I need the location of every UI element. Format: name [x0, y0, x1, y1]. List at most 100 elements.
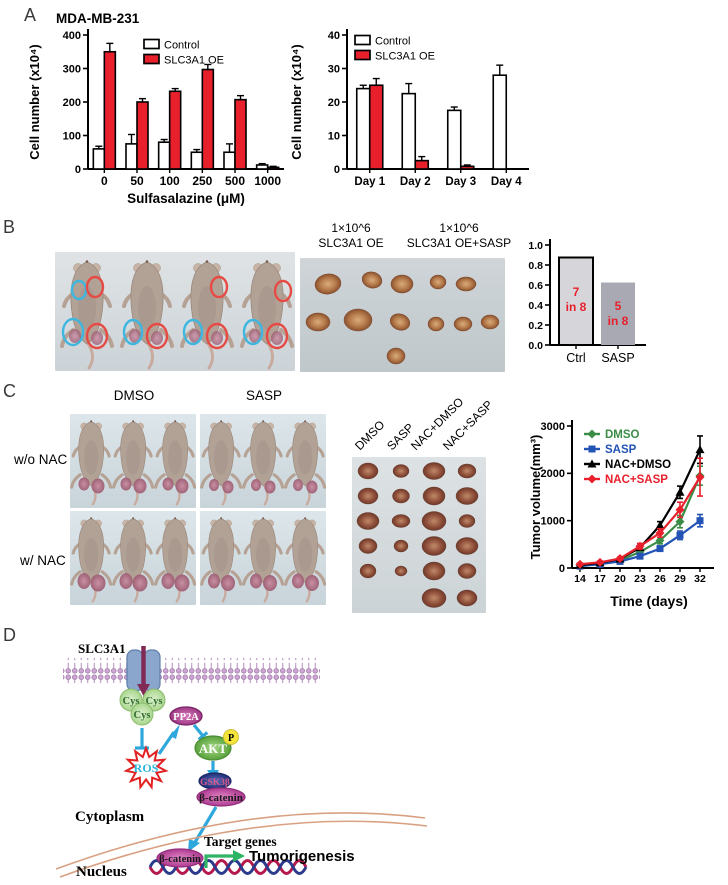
y-tick-label: 1000	[541, 515, 565, 527]
nuclear-envelope	[55, 812, 428, 878]
bar	[414, 159, 430, 170]
x-tick-label: 100	[160, 174, 180, 188]
pathway-diagram: SLC3A1 Cys Cys Cys	[55, 641, 428, 880]
x-tick-label: Day 1	[354, 176, 385, 188]
transcription-arrow	[204, 854, 233, 868]
tumor-group-1-line2: SLC3A1 OE	[318, 236, 384, 250]
bar	[234, 98, 247, 170]
bcatenin-cyto-label: β-catenin	[199, 792, 243, 804]
bcatenin-nuc-label: β-catenin	[159, 854, 201, 865]
bcatenin-cyto-node	[196, 787, 246, 807]
x-tick-label: SASP	[601, 351, 634, 365]
flank-tumors	[208, 573, 319, 591]
x-tick-label: 50	[130, 174, 144, 188]
y-axis-label: Cell number (x10⁴)	[289, 44, 304, 160]
bar	[223, 151, 236, 170]
pp2a-node	[169, 706, 203, 726]
phospho-label: P	[228, 733, 234, 744]
tumor-group-2-line2: SLC3A1 OE+SASP	[406, 236, 512, 250]
panel-a-label: A	[24, 5, 37, 25]
bar	[459, 165, 475, 170]
col-label-sasp: SASP	[245, 388, 283, 403]
excised-tumors-photo-panel-b	[300, 258, 505, 372]
legend-label: SLC3A1 OE	[164, 55, 224, 67]
x-tick-label: 1000	[254, 174, 281, 188]
x-tick-label: 500	[225, 174, 245, 188]
tumor-group-2-line1: 1×10^6	[439, 221, 479, 235]
y-tick-label: 2000	[541, 468, 565, 480]
mice-photo-wo-nac-dmso	[70, 414, 196, 508]
y-tick-label: 30	[328, 63, 340, 75]
mouse-2	[120, 258, 174, 370]
tumor-site-circles	[61, 275, 293, 350]
excised-tumors-photo-panel-c	[352, 457, 486, 613]
chart-c-tumor-volume: 0 1000 2000 3000 14 17 20 23 26 29 32 DMSO SASP NAC+D…	[528, 420, 714, 609]
x-tick-label: Day 4	[491, 176, 522, 188]
cell-membrane	[63, 658, 320, 683]
y-tick-label: 1.0	[528, 240, 543, 252]
slc3a1-channel-icon	[126, 646, 161, 696]
x-axis-label: Sulfasalazine (μM)	[127, 191, 245, 206]
flank-tumors	[78, 477, 189, 494]
bar	[401, 92, 417, 170]
tumor-grid	[356, 462, 479, 608]
arrowhead-ros-pp2a	[170, 724, 180, 739]
bar-inner-label: in 8	[566, 300, 587, 314]
bar	[92, 148, 106, 170]
y-tick-label: 0.0	[528, 340, 543, 352]
x-tick-label: 250	[192, 174, 212, 188]
bcatenin-nuc-node	[156, 848, 204, 868]
row-label-wo-nac: w/o NAC	[14, 452, 68, 467]
akt-node	[194, 735, 232, 761]
x-tick-label: 29	[674, 573, 686, 585]
x-tick-label: Ctrl	[566, 351, 585, 365]
mice-photo-w-nac-dmso	[70, 511, 196, 605]
panel-d-label: D	[3, 625, 16, 645]
x-tick-label: 20	[614, 573, 626, 585]
legend-label: SLC3A1 OE	[375, 51, 435, 63]
bar	[125, 143, 138, 170]
arrowhead-to-nucleus	[188, 839, 200, 852]
y-tick-label: 100	[63, 130, 81, 142]
y-tick-label: 0	[559, 563, 565, 575]
mice-photo-panel-b	[55, 252, 295, 371]
slc3a1-label: SLC3A1	[78, 641, 126, 656]
x-tick-label: 23	[634, 573, 646, 585]
bar	[255, 164, 269, 170]
legend-label: Control	[164, 40, 199, 52]
x-tick-label: Day 2	[400, 176, 431, 188]
tumors-slc3a1-oe	[305, 271, 414, 365]
legend-label: DMSO	[605, 429, 640, 441]
tumor-group-1-label: 1×10^6 SLC3A1 OE	[298, 221, 404, 251]
tumors-slc3a1-oe-sasp	[427, 274, 500, 332]
gsk3b-label: GSK3β	[200, 778, 230, 788]
bar	[266, 166, 280, 170]
ros-label: ROS	[134, 761, 159, 775]
x-tick-label: Day 3	[445, 176, 476, 188]
y-tick-label: 0.6	[528, 280, 543, 292]
y-tick-label: 10	[328, 130, 340, 142]
nucleus-label: Nucleus	[76, 864, 127, 880]
x-tick-label: 17	[594, 573, 606, 585]
x-tick-label: 0	[101, 174, 108, 188]
bar	[103, 50, 117, 170]
panel-c-label: C	[3, 381, 16, 401]
x-axis-label: Time (days)	[610, 593, 688, 609]
chart-a1-proliferation-vs-sulfasalazine: 0 100 200 300 400 0 50 100 250 500 1000 Control SLC3…	[27, 29, 284, 206]
y-tick-label: 20	[328, 97, 340, 109]
y-tick-label: 40	[328, 30, 340, 42]
legend-label: NAC+SASP	[605, 474, 668, 486]
y-tick-label: 0.2	[528, 320, 543, 332]
y-tick-label: 0.4	[528, 300, 543, 312]
x-tick-label: 14	[574, 573, 586, 585]
phospho-badge	[223, 729, 239, 745]
tumorigenesis-label: Tumorigenesis	[249, 848, 355, 865]
col-label-dmso: DMSO	[113, 388, 155, 403]
cys-label-3: Cys	[134, 710, 151, 721]
akt-label: AKT	[199, 741, 228, 756]
chart-a2-proliferation-vs-days: 0 10 20 30 40 Day 1 Day 2 Day 3 Day 4 Control SLC3…	[289, 29, 529, 188]
x-tick-label: 26	[654, 573, 666, 585]
flank-tumors	[209, 479, 318, 494]
